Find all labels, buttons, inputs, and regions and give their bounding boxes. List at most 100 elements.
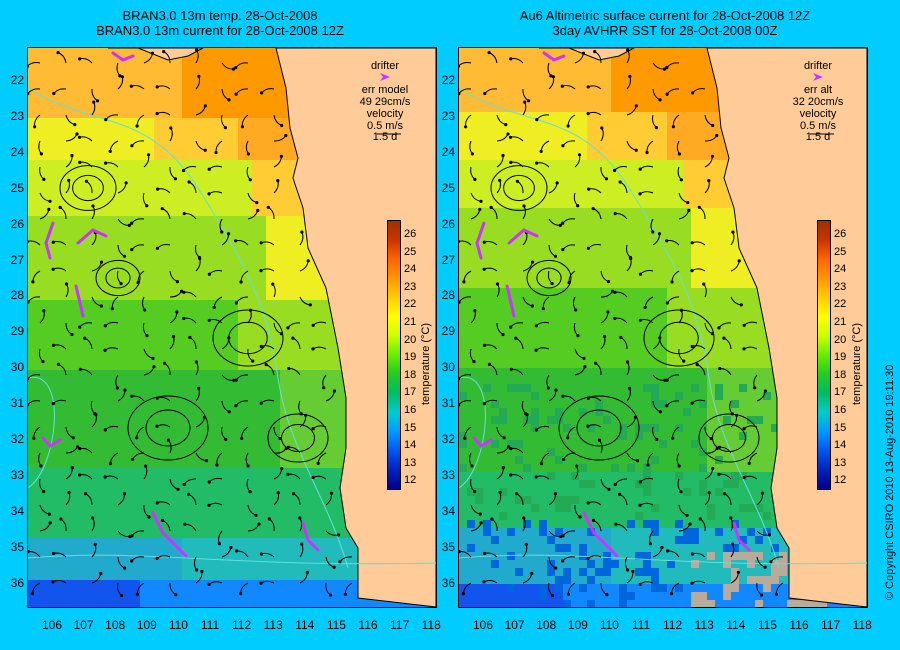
right-colorbar-tick: 19	[834, 351, 847, 364]
copyright-text: © Copyright CSIRO 2010 13-Aug-2010 19:11…	[884, 364, 896, 600]
right-title: Au6 Altimetric surface current for 28-Oc…	[465, 8, 865, 38]
left-lon-label: 110	[168, 618, 188, 632]
right-lon-label: 114	[726, 618, 746, 632]
left-map-panel[interactable]	[27, 47, 437, 608]
right-lat-label: 24	[441, 144, 455, 159]
right-map-panel[interactable]	[458, 47, 868, 608]
left-lon-label: 106	[41, 618, 63, 632]
left-colorbar-tick: 16	[404, 404, 417, 416]
left-colorbar-tick: 25	[404, 245, 417, 258]
right-lon-label: 118	[852, 618, 872, 632]
right-lon-label: 112	[663, 618, 683, 632]
right-title-line2: 3day AVHRR SST for 28-Oct-2008 00Z	[552, 23, 778, 38]
right-legend-scale-arrow-icon	[788, 127, 848, 135]
right-lat-label: 26	[441, 216, 455, 231]
left-lon-label: 111	[200, 618, 220, 632]
left-colorbar-tick: 26	[404, 228, 417, 240]
right-legend-velocity-scale: 0.5 m/s	[799, 120, 837, 132]
left-lat-label: 34	[10, 503, 24, 518]
left-legend-velocity-time: 1.5 d	[372, 131, 398, 143]
right-colorbar-tick: 18	[834, 368, 847, 381]
right-colorbar-tick: 15	[834, 421, 847, 434]
left-lon-label: 108	[105, 618, 126, 632]
left-title-line1: BRAN3.0 13m temp. 28-Oct-2008	[122, 8, 318, 23]
left-colorbar	[387, 220, 401, 490]
left-lat-label: 30	[10, 360, 24, 375]
left-lon-label: 117	[390, 618, 410, 632]
right-eddy-loops	[490, 165, 760, 463]
left-eddy-loops	[59, 165, 329, 463]
left-lat-label: 22	[10, 73, 24, 87]
left-lon-label: 115	[326, 618, 346, 632]
right-lat-label: 30	[441, 360, 455, 375]
left-legend-scale-arrow-icon	[355, 127, 415, 135]
left-colorbar-tick: 14	[404, 439, 417, 452]
right-lon-label: 109	[567, 618, 588, 632]
right-drifter-tracks	[472, 51, 751, 558]
left-colorbar-tick: 17	[404, 386, 417, 399]
right-lon-label: 113	[694, 618, 714, 632]
right-lon-label: 115	[757, 618, 777, 632]
left-lat-label: 33	[10, 467, 24, 482]
left-lat-label: 29	[10, 324, 24, 339]
right-colorbar-tick: 23	[834, 280, 847, 293]
right-lon-label: 106	[472, 618, 494, 632]
left-colorbar-tick: 23	[404, 280, 417, 293]
right-lat-label: 22	[441, 73, 455, 87]
right-colorbar	[817, 220, 831, 490]
right-legend-err-label: err alt	[803, 84, 833, 96]
left-legend-drifter: drifter	[370, 60, 400, 72]
left-colorbar-tick: 12	[404, 474, 417, 487]
left-title: BRAN3.0 13m temp. 28-Oct-2008 BRAN3.0 13…	[60, 8, 380, 38]
left-lat-label: 31	[10, 396, 24, 411]
left-lat-label: 25	[10, 180, 24, 195]
right-legend-err-value: 32 20cm/s	[792, 96, 844, 108]
right-colorbar-tick: 22	[834, 298, 847, 311]
left-isobath-contours	[28, 87, 436, 569]
left-lon-label: 118	[421, 618, 441, 632]
left-lon-label: 109	[136, 618, 157, 632]
left-colorbar-tick: 18	[404, 368, 417, 381]
right-lat-label: 34	[441, 503, 455, 518]
right-lon-label: 107	[504, 618, 525, 632]
right-legend-drifter: drifter	[803, 60, 833, 72]
left-lon-label: 113	[263, 618, 283, 632]
right-colorbar-tick: 13	[834, 456, 847, 469]
left-legend-drifter-icon	[355, 72, 415, 84]
right-lat-label: 31	[441, 396, 455, 411]
right-colorbar-tick: 17	[834, 386, 847, 399]
left-lat-label: 27	[10, 252, 24, 267]
right-legend-velocity-time: 1.5 d	[805, 131, 831, 143]
left-lat-label: 32	[10, 432, 24, 446]
right-lon-label: 111	[631, 618, 651, 632]
right-lon-label: 108	[536, 618, 557, 632]
left-lat-label: 28	[10, 288, 24, 303]
left-drifter-tracks	[41, 51, 320, 558]
right-lat-label: 27	[441, 252, 455, 267]
right-colorbar-tick: 14	[834, 439, 847, 452]
left-map-svg	[28, 48, 436, 607]
right-colorbar-tick: 25	[834, 245, 847, 258]
left-colorbar-tick: 24	[404, 263, 417, 276]
right-lat-label: 32	[441, 432, 455, 446]
right-colorbar-tick: 20	[834, 333, 847, 346]
right-lat-label: 36	[441, 575, 455, 590]
right-lat-label: 35	[441, 539, 455, 554]
right-lat-label: 23	[441, 108, 455, 123]
left-lon-label: 107	[73, 618, 94, 632]
left-colorbar-tick: 13	[404, 456, 417, 469]
right-lon-label: 110	[599, 618, 619, 632]
right-title-line1: Au6 Altimetric surface current for 28-Oc…	[519, 8, 811, 23]
right-isobath-contours	[459, 87, 867, 569]
left-lon-label: 112	[232, 618, 252, 632]
right-lat-label: 28	[441, 288, 455, 303]
left-legend: drifter err model 49 29cm/s velocity 0.5…	[355, 60, 415, 143]
left-colorbar-tick: 22	[404, 298, 417, 311]
left-lat-label: 23	[10, 108, 24, 123]
right-legend-velocity: velocity	[799, 108, 837, 120]
left-lat-label: 36	[10, 575, 24, 590]
left-lat-label: 26	[10, 216, 24, 231]
left-colorbar-tick: 21	[404, 316, 417, 328]
left-lon-label: 116	[358, 618, 378, 632]
left-current-vectors	[28, 48, 353, 598]
